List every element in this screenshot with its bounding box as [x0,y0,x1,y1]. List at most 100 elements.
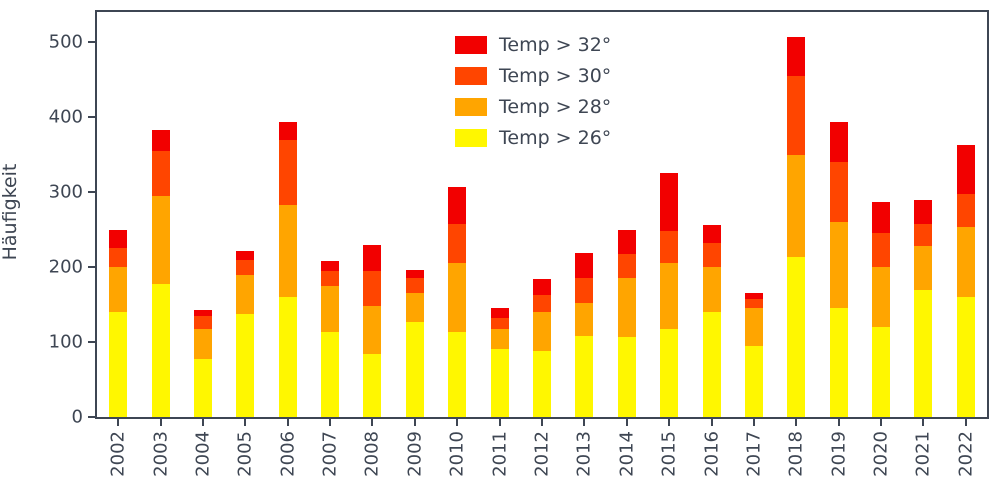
bar-segment [575,278,594,303]
bar-segment [363,245,382,271]
bar-segment [872,327,891,417]
stacked-bar [872,12,891,417]
bar-segment [872,201,891,234]
x-tick-mark [710,419,713,426]
bar-segment [278,121,297,140]
bar-segment [617,278,636,337]
y-tick-mark [88,41,95,43]
legend-swatch [455,129,487,147]
bar-segment [956,193,975,228]
x-tick-mark [795,419,798,426]
stacked-bar [660,12,679,417]
bar-segment [151,150,170,196]
x-tick-label: 2005 [234,431,256,477]
bar-segment [829,121,848,162]
bar-segment [787,257,806,417]
legend-label: Temp > 30° [499,65,612,87]
bar-segment [617,230,636,254]
x-tick-mark [837,419,840,426]
bar-segment [787,154,806,258]
bar-segment [405,270,424,279]
bar-segment [617,253,636,279]
bar-segment [405,278,424,294]
bar-segment [914,289,933,417]
bar-segment [829,162,848,222]
y-tick-label: 0 [71,406,83,428]
bar-segment [151,283,170,417]
x-tick-mark [498,419,501,426]
x-tick-mark [583,419,586,426]
bar-segment [744,345,763,417]
stacked-bar [405,12,424,417]
legend-label: Temp > 28° [499,96,612,118]
x-tick-label: 2020 [870,431,892,477]
y-tick-mark [88,266,95,268]
bar-segment [872,233,891,267]
bar-segment [660,231,679,264]
x-tick-mark [286,419,289,426]
bar-segment [193,315,212,329]
bar-segment [448,186,467,224]
stacked-bar [278,12,297,417]
x-tick-label: 2015 [658,431,680,477]
y-tick-mark [88,341,95,343]
bar-segment [533,294,551,312]
bar-segment [109,229,128,249]
x-tick-label: 2013 [573,431,595,477]
bar-segment [151,129,170,151]
bar-segment [829,222,848,308]
x-tick-mark [964,419,967,426]
bar-segment [448,223,467,264]
y-tick-mark [88,191,95,193]
bar-segment [744,293,763,299]
x-tick-mark [880,419,883,426]
y-tick-label: 500 [48,31,83,53]
bar-segment [533,351,551,417]
bar-segment [405,293,424,322]
legend-label: Temp > 26° [499,127,612,149]
x-tick-label: 2019 [828,431,850,477]
stacked-bar [363,12,382,417]
bar-segment [109,267,128,312]
x-tick-mark [413,419,416,426]
bar-segment [321,332,340,417]
bar-segment [236,259,255,275]
bar-segment [914,246,933,290]
x-tick-mark [541,419,543,426]
legend-swatch [455,36,487,54]
bar-segment [193,358,212,417]
stacked-bar [321,12,340,417]
bar-segment [660,263,679,329]
bar-segment [744,298,763,309]
x-tick-label: 2004 [192,431,214,477]
x-tick-label: 2003 [150,431,172,477]
x-tick-mark [201,419,204,426]
x-tick-label: 2011 [489,431,511,477]
bar-segment [702,312,721,417]
plot-area: Temp > 32° Temp > 30° Temp > 28° Temp > 26°… [49,10,989,477]
bar-segment [956,297,975,417]
bar-segment [193,328,212,359]
x-tick-label: 2022 [955,431,977,477]
bar-segment [109,248,128,267]
bar-segment [744,308,763,346]
chart-legend: Temp > 32° Temp > 30° Temp > 28° Temp > 26° [447,30,620,153]
bar-segment [490,308,509,318]
y-tick-label: 100 [48,331,83,353]
x-tick-label: 2021 [912,431,934,477]
bar-segment [363,270,382,306]
x-tick-label: 2006 [277,431,299,477]
bar-segment [617,336,636,417]
x-tick-mark [625,419,628,426]
y-tick-label: 200 [48,256,83,278]
bar-segment [575,303,594,336]
x-tick-label: 2008 [361,431,383,477]
legend-swatch [455,67,487,85]
bar-segment [575,252,594,279]
stacked-bar [151,12,170,417]
bar-segment [914,223,933,246]
bar-segment [702,243,721,267]
x-tick-mark [329,419,332,426]
legend-swatch [455,98,487,116]
